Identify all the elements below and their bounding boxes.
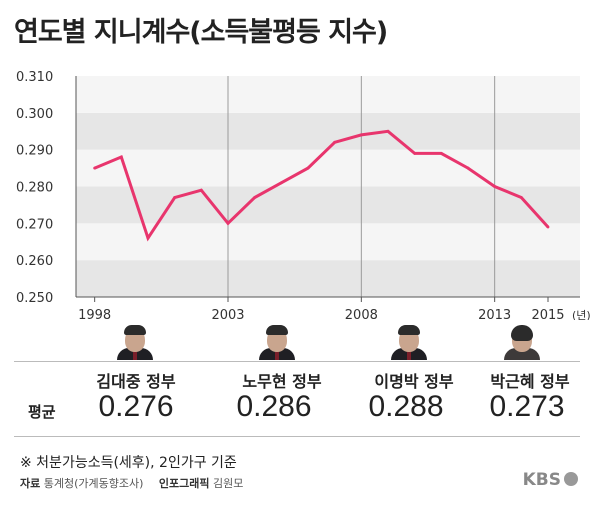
y-axis-ticks: 0.310 0.300 0.290 0.280 0.270 0.260 0.250	[16, 70, 77, 306]
x-tick-label: 2015	[531, 308, 564, 320]
avg-value-3: 0.288	[368, 390, 444, 423]
y-tick-label: 0.300	[16, 107, 53, 122]
series-line	[94, 129, 550, 242]
chart-bands	[76, 76, 580, 297]
gov-name-4: 박근혜 정부	[490, 372, 570, 391]
band-4	[76, 112, 580, 150]
band-0	[76, 260, 580, 297]
kbs-logo-text: KBS	[522, 470, 561, 490]
average-label: 평균	[28, 403, 56, 421]
table-bottom-rule	[14, 436, 580, 437]
data-point	[279, 181, 283, 185]
gov-name-1: 김대중 정부	[96, 372, 176, 391]
x-tick-label: 2003	[211, 308, 244, 320]
data-point	[466, 166, 470, 170]
source-line: 자료 통계청(가계동향조사) 인포그래픽 김원모	[20, 475, 243, 491]
data-point	[173, 196, 177, 199]
gini-line-chart: 0.310 0.300 0.290 0.280 0.270 0.260 0.250 1998…	[16, 70, 591, 320]
y-tick-label: 0.280	[16, 181, 53, 196]
graphic-label: 인포그래픽	[158, 477, 210, 490]
x-tick-label: 1998	[78, 308, 111, 320]
data-point	[93, 166, 97, 170]
data-point	[306, 166, 310, 170]
portrait-park-geun-hye	[503, 324, 541, 360]
data-point	[226, 221, 230, 225]
data-point	[546, 225, 550, 229]
data-point	[199, 188, 203, 192]
gov-name-2: 노무현 정부	[242, 372, 322, 391]
x-unit-label: (년)	[572, 309, 591, 320]
avg-value-1: 0.276	[98, 390, 174, 423]
avg-value-4: 0.273	[489, 390, 565, 423]
y-tick-label: 0.290	[16, 144, 53, 159]
data-point	[493, 185, 497, 188]
data-point	[386, 129, 390, 133]
data-point	[146, 236, 150, 240]
y-tick-label: 0.270	[16, 217, 53, 232]
data-point	[119, 155, 123, 159]
band-3	[76, 149, 580, 187]
chart-series	[93, 129, 550, 242]
x-tick-label: 2013	[478, 308, 511, 320]
page-title: 연도별 지니계수(소득불평등 지수)	[14, 17, 388, 48]
source-value: 통계청(가계동향조사)	[43, 477, 144, 490]
band-1	[76, 223, 580, 261]
avg-value-2: 0.286	[236, 390, 312, 423]
portrait-kim-dae-jung	[116, 324, 154, 360]
table-top-rule	[14, 361, 580, 362]
gov-name-3: 이명박 정부	[374, 372, 454, 391]
y-tick-label: 0.250	[16, 291, 53, 306]
kbs-logo-icon	[564, 472, 578, 486]
footnote: ※ 처분가능소득(세후), 2인가구 기준	[20, 455, 237, 471]
portrait-roh-moo-hyun	[258, 324, 296, 360]
x-axis-ticks: 1998 2003 2008 2013 2015 (년)	[76, 296, 591, 320]
portrait-lee-myung-bak	[390, 324, 428, 360]
data-point	[359, 133, 363, 137]
data-point	[519, 196, 523, 199]
graphic-value: 김원모	[213, 477, 244, 490]
band-5	[76, 76, 580, 113]
kbs-logo: KBS	[523, 470, 578, 490]
data-point	[439, 151, 443, 155]
data-point	[413, 151, 417, 155]
data-point	[253, 196, 257, 199]
source-label: 자료	[20, 477, 41, 490]
x-tick-label: 2008	[345, 308, 378, 320]
y-tick-label: 0.260	[16, 254, 53, 269]
y-tick-label: 0.310	[16, 70, 53, 85]
data-point	[333, 140, 337, 144]
